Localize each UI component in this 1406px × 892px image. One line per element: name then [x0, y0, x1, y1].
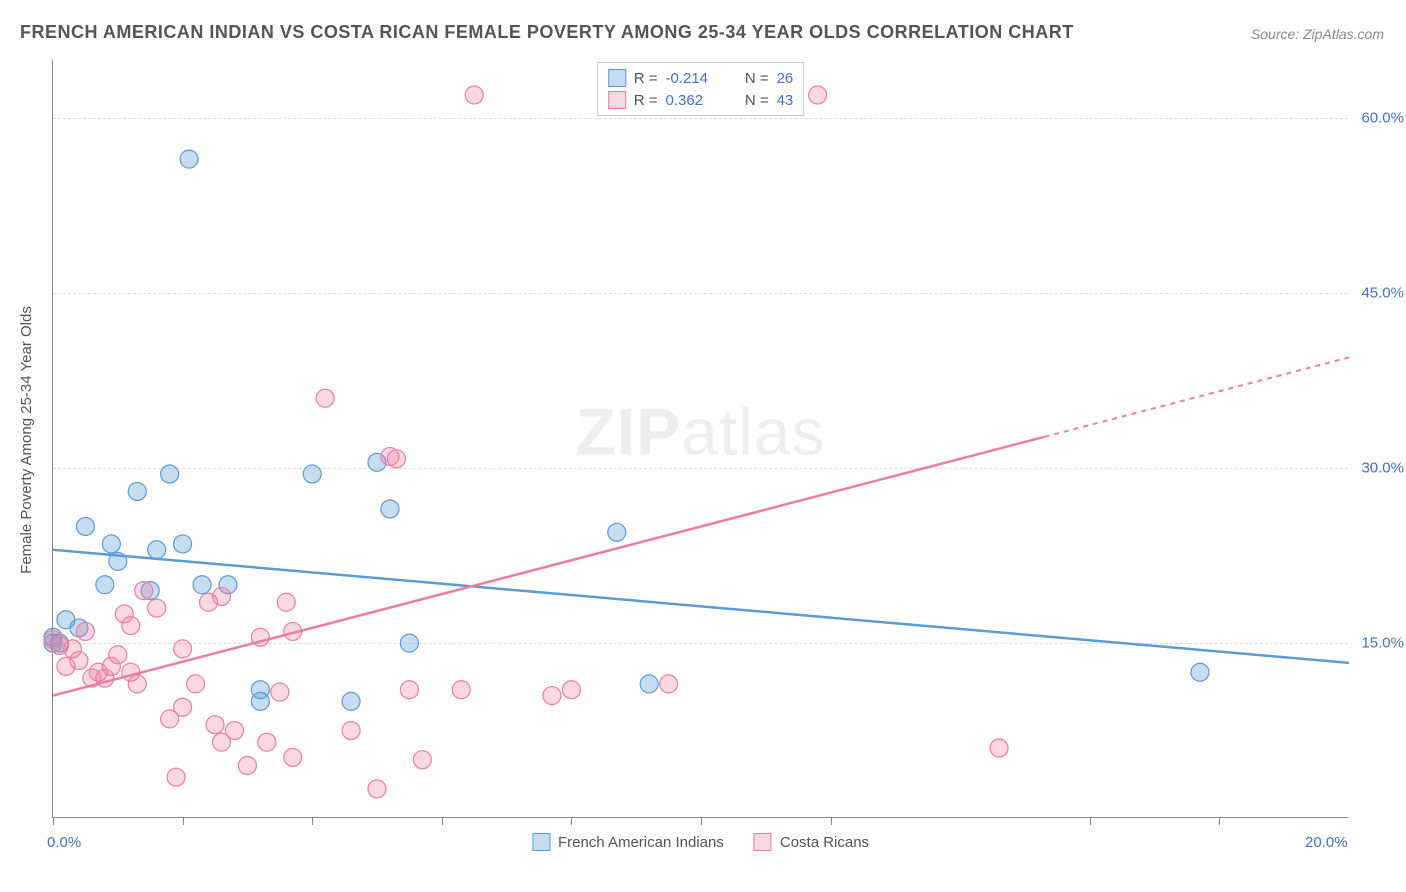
trend-line-extrapolated: [1044, 357, 1349, 436]
scatter-point: [96, 576, 114, 594]
x-tick: [53, 817, 54, 825]
scatter-point: [174, 535, 192, 553]
scatter-point: [174, 640, 192, 658]
scatter-point: [413, 751, 431, 769]
legend-series-label: French American Indians: [558, 834, 724, 851]
y-axis-label: 60.0%: [1361, 110, 1404, 127]
scatter-point: [809, 86, 827, 104]
r-value: 0.362: [665, 92, 720, 109]
legend-swatch: [608, 69, 626, 87]
x-tick: [701, 817, 702, 825]
scatter-point: [387, 450, 405, 468]
scatter-point: [316, 389, 334, 407]
scatter-point: [109, 646, 127, 664]
scatter-point: [562, 681, 580, 699]
r-value: -0.214: [665, 70, 720, 87]
trend-line: [53, 437, 1044, 696]
plot-area: ZIPatlas 15.0%30.0%45.0%60.0% 0.0%20.0% …: [52, 60, 1348, 818]
r-label: R =: [634, 70, 658, 87]
x-tick: [183, 817, 184, 825]
n-value: 43: [777, 92, 794, 109]
scatter-point: [180, 150, 198, 168]
scatter-point: [303, 465, 321, 483]
n-value: 26: [777, 70, 794, 87]
scatter-point: [148, 599, 166, 617]
scatter-point: [167, 768, 185, 786]
legend-series: French American Indians Costa Ricans: [532, 833, 869, 851]
scatter-point: [70, 652, 88, 670]
x-axis-label: 0.0%: [47, 834, 81, 851]
y-axis-title: Female Poverty Among 25-34 Year Olds: [18, 306, 35, 574]
scatter-point: [400, 634, 418, 652]
scatter-point: [238, 757, 256, 775]
legend-correlation-row: R = 0.362 N = 43: [608, 89, 794, 111]
scatter-point: [543, 687, 561, 705]
legend-correlation: R = -0.214 N = 26R = 0.362 N = 43: [597, 62, 805, 116]
x-tick: [831, 817, 832, 825]
scatter-point: [193, 576, 211, 594]
n-label: N =: [745, 70, 769, 87]
scatter-point: [258, 733, 276, 751]
scatter-svg: [53, 60, 1349, 818]
legend-series-item: Costa Ricans: [754, 833, 869, 851]
scatter-point: [400, 681, 418, 699]
legend-swatch: [532, 833, 550, 851]
scatter-point: [251, 681, 269, 699]
scatter-point: [76, 622, 94, 640]
scatter-point: [640, 675, 658, 693]
y-axis-label: 15.0%: [1361, 635, 1404, 652]
legend-swatch: [754, 833, 772, 851]
scatter-point: [284, 748, 302, 766]
scatter-point: [452, 681, 470, 699]
scatter-point: [174, 698, 192, 716]
x-tick: [571, 817, 572, 825]
scatter-point: [225, 722, 243, 740]
r-label: R =: [634, 92, 658, 109]
x-tick: [1219, 817, 1220, 825]
scatter-point: [381, 500, 399, 518]
scatter-point: [342, 722, 360, 740]
scatter-point: [277, 593, 295, 611]
scatter-point: [660, 675, 678, 693]
legend-swatch: [608, 91, 626, 109]
scatter-point: [76, 517, 94, 535]
scatter-point: [135, 582, 153, 600]
legend-series-label: Costa Ricans: [780, 834, 869, 851]
scatter-point: [128, 675, 146, 693]
y-axis-label: 45.0%: [1361, 285, 1404, 302]
n-label: N =: [745, 92, 769, 109]
legend-series-item: French American Indians: [532, 833, 724, 851]
scatter-point: [206, 716, 224, 734]
scatter-point: [342, 692, 360, 710]
x-tick: [1090, 817, 1091, 825]
scatter-point: [102, 535, 120, 553]
scatter-point: [271, 683, 289, 701]
x-tick: [442, 817, 443, 825]
source-attribution: Source: ZipAtlas.com: [1251, 26, 1384, 42]
x-axis-label: 20.0%: [1305, 834, 1348, 851]
scatter-point: [1191, 663, 1209, 681]
chart-title: FRENCH AMERICAN INDIAN VS COSTA RICAN FE…: [20, 22, 1074, 43]
scatter-point: [368, 780, 386, 798]
legend-correlation-row: R = -0.214 N = 26: [608, 67, 794, 89]
scatter-point: [990, 739, 1008, 757]
scatter-point: [187, 675, 205, 693]
scatter-point: [465, 86, 483, 104]
scatter-point: [212, 587, 230, 605]
scatter-point: [161, 465, 179, 483]
scatter-point: [608, 523, 626, 541]
scatter-point: [122, 617, 140, 635]
scatter-point: [148, 541, 166, 559]
y-axis-label: 30.0%: [1361, 460, 1404, 477]
scatter-point: [128, 482, 146, 500]
x-tick: [312, 817, 313, 825]
